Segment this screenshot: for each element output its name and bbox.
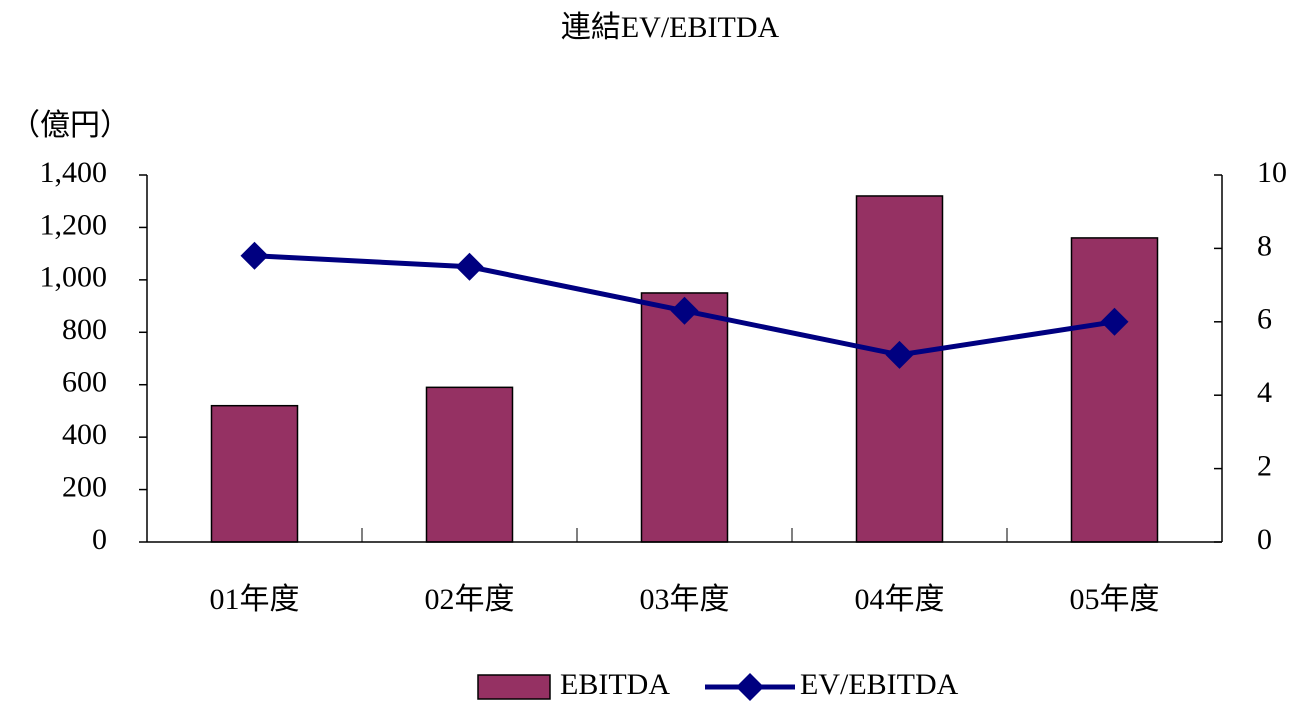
y-axis-label: （億円） (10, 109, 130, 142)
bar (210, 404, 299, 543)
x-tick-label: 04年度 (855, 583, 945, 616)
x-tick-label: 05年度 (1070, 583, 1160, 616)
y-tick-label: 1,400 (40, 156, 108, 189)
marker (1100, 307, 1129, 336)
bar (1070, 237, 1159, 543)
y-tick-label: 400 (62, 418, 107, 451)
legend-swatch (477, 674, 551, 700)
y2-tick-label: 8 (1257, 229, 1272, 262)
bar (425, 386, 514, 543)
legend-label: EV/EBITDA (800, 668, 959, 701)
y-tick-label: 1,200 (40, 208, 108, 241)
y2-tick-label: 10 (1257, 156, 1287, 189)
bar (855, 195, 944, 543)
marker (885, 340, 914, 369)
x-tick-label: 02年度 (425, 583, 515, 616)
y-tick-label: 600 (62, 366, 107, 399)
marker (240, 241, 269, 270)
y2-tick-label: 2 (1257, 449, 1272, 482)
chart-title: 連結EV/EBITDA (561, 11, 780, 44)
y-tick-label: 800 (62, 313, 107, 346)
marker (455, 252, 484, 281)
marker (670, 296, 699, 325)
y-tick-label: 1,000 (40, 261, 108, 294)
y-tick-label: 200 (62, 470, 107, 503)
x-tick-label: 01年度 (210, 583, 300, 616)
y2-tick-label: 6 (1257, 303, 1272, 336)
legend-marker (736, 673, 764, 701)
y2-tick-label: 0 (1257, 523, 1272, 556)
y2-tick-label: 4 (1257, 376, 1272, 409)
bar (640, 292, 729, 543)
y-tick-label: 0 (92, 523, 107, 556)
x-tick-label: 03年度 (640, 583, 730, 616)
legend-label: EBITDA (560, 668, 670, 701)
